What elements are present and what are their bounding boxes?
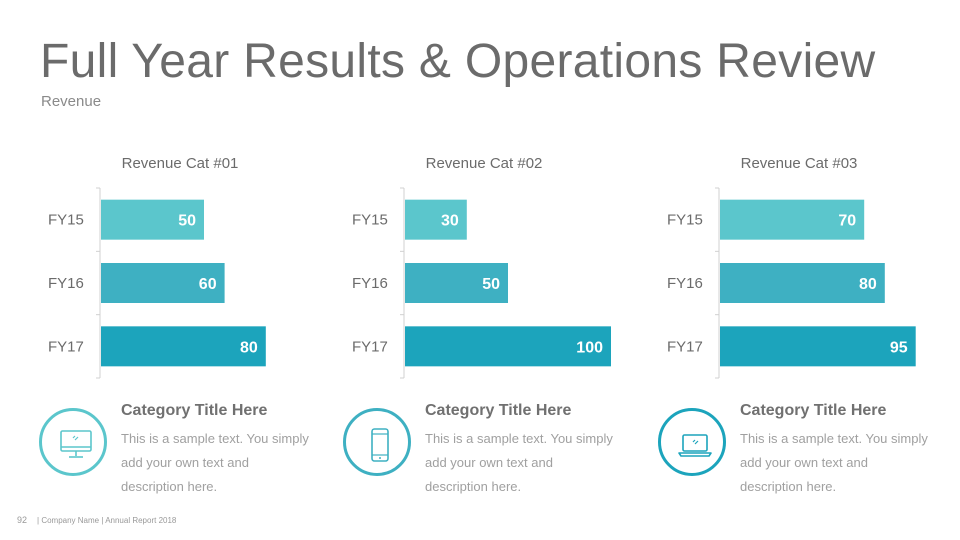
category-description: This is a sample text. You simply add yo… xyxy=(121,431,309,494)
category-title: Category Title Here xyxy=(740,402,887,419)
category-title: Category Title Here xyxy=(425,402,572,419)
chart-title: Revenue Cat #01 xyxy=(122,155,239,172)
bar xyxy=(101,199,204,240)
revenue-chart-3: Revenue Cat #03 FY15 70 FY16 80 FY17 95 xyxy=(659,150,959,390)
bar xyxy=(405,199,467,240)
data-label: 60 xyxy=(199,276,217,293)
category-label: FY15 xyxy=(352,212,388,229)
category-label: FY17 xyxy=(48,338,84,355)
bar xyxy=(101,263,225,303)
bar xyxy=(720,199,865,240)
chart-svg: Revenue Cat #03 FY15 70 FY16 80 FY17 95 xyxy=(667,155,916,379)
data-label: 95 xyxy=(890,339,908,356)
data-label: 50 xyxy=(178,213,196,230)
category-block-2: Category Title Here This is a sample tex… xyxy=(343,380,643,500)
category-description: This is a sample text. You simply add yo… xyxy=(425,431,613,494)
category-label: FY17 xyxy=(667,338,703,355)
data-label: 100 xyxy=(576,339,603,356)
bar xyxy=(720,263,885,303)
category-label: FY16 xyxy=(352,275,388,292)
category-block-3: Category Title Here This is a sample tex… xyxy=(658,380,958,500)
page-title: Full Year Results & Operations Review xyxy=(40,35,876,88)
data-label: 30 xyxy=(441,213,459,230)
data-label: 70 xyxy=(838,213,856,230)
data-label: 80 xyxy=(859,276,877,293)
desktop-icon xyxy=(60,430,92,458)
revenue-chart-2: Revenue Cat #02 FY15 30 FY16 50 FY17 100 xyxy=(344,150,644,390)
footer: 92 | Company Name | Annual Report 2018 xyxy=(17,515,176,525)
chart-title: Revenue Cat #03 xyxy=(741,155,858,172)
category-label: FY15 xyxy=(48,212,84,229)
chart-svg: Revenue Cat #01 FY15 50 FY16 60 FY17 80 xyxy=(48,155,266,379)
category-description: This is a sample text. You simply add yo… xyxy=(740,431,928,494)
chart-svg: Revenue Cat #02 FY15 30 FY16 50 FY17 100 xyxy=(352,155,611,379)
bar xyxy=(405,263,508,303)
footer-text: | Company Name | Annual Report 2018 xyxy=(37,516,177,525)
category-icon-circle xyxy=(39,408,107,476)
page-number: 92 xyxy=(17,515,28,525)
category-label: FY16 xyxy=(667,275,703,292)
smartphone-icon xyxy=(371,428,389,462)
chart-title: Revenue Cat #02 xyxy=(426,155,543,172)
category-icon-circle xyxy=(658,408,726,476)
laptop-icon xyxy=(678,434,712,457)
bar xyxy=(405,326,611,367)
category-label: FY15 xyxy=(667,212,703,229)
category-icon-circle xyxy=(343,408,411,476)
revenue-chart-1: Revenue Cat #01 FY15 50 FY16 60 FY17 80 xyxy=(40,150,340,390)
page-subtitle: Revenue xyxy=(41,93,102,110)
bar xyxy=(101,326,266,367)
data-label: 80 xyxy=(240,339,258,356)
category-label: FY17 xyxy=(352,338,388,355)
bar xyxy=(720,326,916,367)
category-label: FY16 xyxy=(48,275,84,292)
category-block-1: Category Title Here This is a sample tex… xyxy=(39,380,339,500)
category-title: Category Title Here xyxy=(121,402,268,419)
data-label: 50 xyxy=(482,276,500,293)
